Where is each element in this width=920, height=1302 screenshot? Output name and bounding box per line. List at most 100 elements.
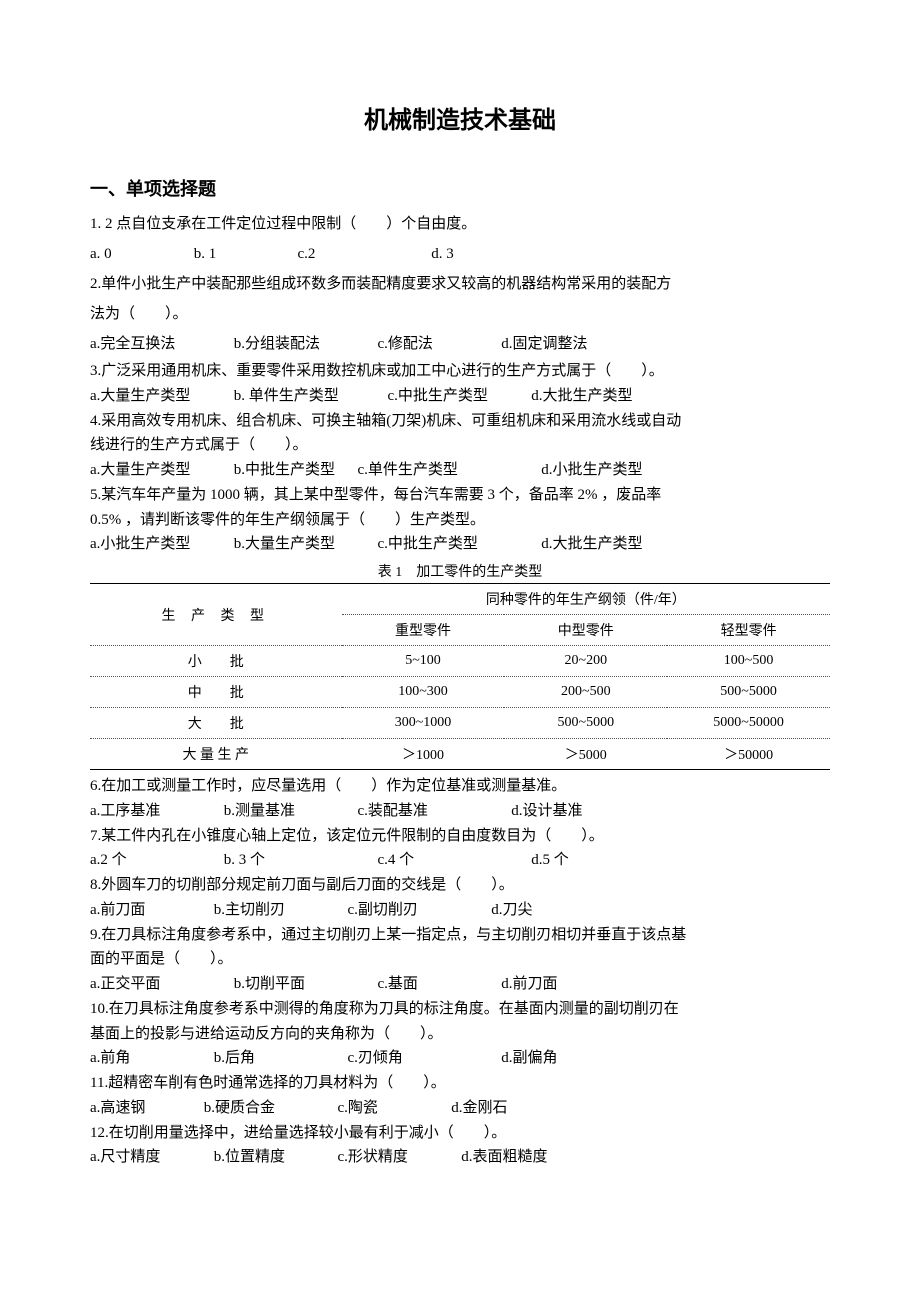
- q5-opt-a: a.小批生产类型: [90, 532, 230, 557]
- q3-opt-a: a.大量生产类型: [90, 384, 230, 409]
- question-11-options: a.高速钢 b.硬质合金 c.陶瓷 d.金刚石: [90, 1096, 830, 1121]
- q10-opt-b: b.后角: [214, 1046, 344, 1071]
- document-page: 机械制造技术基础 一、单项选择题 1. 2 点自位支承在工件定位过程中限制（ ）…: [0, 0, 920, 1250]
- q5-opt-c: c.中批生产类型: [378, 532, 538, 557]
- q4-opt-b: b.中批生产类型: [234, 458, 354, 483]
- q7-opt-a: a.2 个: [90, 848, 220, 873]
- header-span: 同种零件的年生产纲领（件/年）: [342, 584, 830, 615]
- question-4-stem-line1: 4.采用高效专用机床、组合机床、可换主轴箱(刀架)机床、可重组机床和采用流水线或…: [90, 409, 830, 434]
- q8-opt-d: d.刀尖: [491, 898, 532, 923]
- question-9-stem-line1: 9.在刀具标注角度参考系中，通过主切削刃上某一指定点，与主切削刃相切并垂直于该点…: [90, 923, 830, 948]
- q7-opt-c: c.4 个: [378, 848, 528, 873]
- header-heavy: 重型零件: [342, 615, 505, 646]
- row2-type: 大 批: [90, 708, 342, 739]
- q11-opt-a: a.高速钢: [90, 1096, 200, 1121]
- q9-opt-c: c.基面: [378, 972, 498, 997]
- q1-opt-b: b. 1: [194, 239, 294, 269]
- q11-opt-d: d.金刚石: [451, 1096, 507, 1121]
- q6-opt-b: b.测量基准: [224, 799, 354, 824]
- header-light: 轻型零件: [667, 615, 830, 646]
- question-8-stem: 8.外圆车刀的切削部分规定前刀面与副后刀面的交线是（ ）。: [90, 873, 830, 898]
- row3-c1: ＞1000: [342, 739, 505, 770]
- question-11-stem: 11.超精密车削有色时通常选择的刀具材料为（ ）。: [90, 1071, 830, 1096]
- q1-opt-d: d. 3: [431, 239, 454, 269]
- question-7-options: a.2 个 b. 3 个 c.4 个 d.5 个: [90, 848, 830, 873]
- row1-c3: 500~5000: [667, 677, 830, 708]
- row2-c1: 300~1000: [342, 708, 505, 739]
- q12-opt-d: d.表面粗糙度: [461, 1145, 547, 1170]
- question-10-options: a.前角 b.后角 c.刃倾角 d.副偏角: [90, 1046, 830, 1071]
- q6-opt-a: a.工序基准: [90, 799, 220, 824]
- header-medium: 中型零件: [504, 615, 667, 646]
- question-9-options: a.正交平面 b.切削平面 c.基面 d.前刀面: [90, 972, 830, 997]
- row0-c1: 5~100: [342, 646, 505, 677]
- table-row: 小 批 5~100 20~200 100~500: [90, 646, 830, 677]
- question-3-stem: 3.广泛采用通用机床、重要零件采用数控机床或加工中心进行的生产方式属于（ ）。: [90, 359, 830, 384]
- table-row: 大 批 300~1000 500~5000 5000~50000: [90, 708, 830, 739]
- q8-opt-b: b.主切削刃: [214, 898, 344, 923]
- question-5-stem-line1: 5.某汽车年产量为 1000 辆，其上某中型零件，每台汽车需要 3 个，备品率 …: [90, 483, 830, 508]
- table-row: 中 批 100~300 200~500 500~5000: [90, 677, 830, 708]
- question-12-stem: 12.在切削用量选择中，进给量选择较小最有利于减小（ ）。: [90, 1121, 830, 1146]
- row2-c2: 500~5000: [504, 708, 667, 739]
- q6-opt-d: d.设计基准: [511, 799, 582, 824]
- question-2-stem-line2: 法为（ ）。: [90, 299, 830, 329]
- row2-c3: 5000~50000: [667, 708, 830, 739]
- q12-opt-b: b.位置精度: [214, 1145, 334, 1170]
- header-type: 生 产 类 型: [90, 584, 342, 646]
- row1-c2: 200~500: [504, 677, 667, 708]
- table-header-row-1: 生 产 类 型 同种零件的年生产纲领（件/年）: [90, 584, 830, 615]
- q9-opt-a: a.正交平面: [90, 972, 230, 997]
- q4-opt-c: c.单件生产类型: [358, 458, 538, 483]
- q7-opt-b: b. 3 个: [224, 848, 374, 873]
- q8-opt-c: c.副切削刃: [348, 898, 488, 923]
- q9-opt-d: d.前刀面: [501, 972, 557, 997]
- section-heading: 一、单项选择题: [90, 175, 830, 201]
- q10-opt-a: a.前角: [90, 1046, 210, 1071]
- row0-type: 小 批: [90, 646, 342, 677]
- q10-opt-c: c.刃倾角: [348, 1046, 498, 1071]
- row1-c1: 100~300: [342, 677, 505, 708]
- q7-opt-d: d.5 个: [531, 848, 569, 873]
- question-10-stem-line2: 基面上的投影与进给运动反方向的夹角称为（ ）。: [90, 1022, 830, 1047]
- q5-opt-d: d.大批生产类型: [541, 532, 642, 557]
- question-7-stem: 7.某工件内孔在小锥度心轴上定位，该定位元件限制的自由度数目为（ ）。: [90, 824, 830, 849]
- q12-opt-a: a.尺寸精度: [90, 1145, 210, 1170]
- question-2-options: a.完全互换法 b.分组装配法 c.修配法 d.固定调整法: [90, 329, 830, 359]
- q3-opt-b: b. 单件生产类型: [234, 384, 384, 409]
- q6-opt-c: c.装配基准: [358, 799, 508, 824]
- q5-opt-b: b.大量生产类型: [234, 532, 374, 557]
- q2-opt-d: d.固定调整法: [501, 329, 587, 359]
- q3-opt-d: d.大批生产类型: [531, 384, 632, 409]
- document-title: 机械制造技术基础: [90, 100, 830, 135]
- question-6-options: a.工序基准 b.测量基准 c.装配基准 d.设计基准: [90, 799, 830, 824]
- question-8-options: a.前刀面 b.主切削刃 c.副切削刃 d.刀尖: [90, 898, 830, 923]
- question-1-stem: 1. 2 点自位支承在工件定位过程中限制（ ）个自由度。: [90, 209, 830, 239]
- q12-opt-c: c.形状精度: [338, 1145, 458, 1170]
- q9-opt-b: b.切削平面: [234, 972, 374, 997]
- question-5-options: a.小批生产类型 b.大量生产类型 c.中批生产类型 d.大批生产类型: [90, 532, 830, 557]
- row3-c3: ＞50000: [667, 739, 830, 770]
- q2-opt-a: a.完全互换法: [90, 329, 230, 359]
- q1-opt-a: a. 0: [90, 239, 190, 269]
- question-9-stem-line2: 面的平面是（ ）。: [90, 947, 830, 972]
- q1-opt-c: c.2: [298, 239, 428, 269]
- question-3-options: a.大量生产类型 b. 单件生产类型 c.中批生产类型 d.大批生产类型: [90, 384, 830, 409]
- question-10-stem-line1: 10.在刀具标注角度参考系中测得的角度称为刀具的标注角度。在基面内测量的副切削刃…: [90, 997, 830, 1022]
- question-4-stem-line2: 线进行的生产方式属于（ ）。: [90, 433, 830, 458]
- table-caption: 表 1 加工零件的生产类型: [90, 561, 830, 581]
- question-1-options: a. 0 b. 1 c.2 d. 3: [90, 239, 830, 269]
- q4-opt-d: d.小批生产类型: [541, 458, 642, 483]
- question-5-stem-line2: 0.5% ，请判断该零件的年生产纲领属于（ ）生产类型。: [90, 508, 830, 533]
- q3-opt-c: c.中批生产类型: [388, 384, 528, 409]
- row0-c3: 100~500: [667, 646, 830, 677]
- q2-opt-b: b.分组装配法: [234, 329, 374, 359]
- q2-opt-c: c.修配法: [378, 329, 498, 359]
- question-12-options: a.尺寸精度 b.位置精度 c.形状精度 d.表面粗糙度: [90, 1145, 830, 1170]
- q11-opt-c: c.陶瓷: [338, 1096, 448, 1121]
- row1-type: 中 批: [90, 677, 342, 708]
- q10-opt-d: d.副偏角: [501, 1046, 557, 1071]
- row0-c2: 20~200: [504, 646, 667, 677]
- q11-opt-b: b.硬质合金: [204, 1096, 334, 1121]
- row3-c2: ＞5000: [504, 739, 667, 770]
